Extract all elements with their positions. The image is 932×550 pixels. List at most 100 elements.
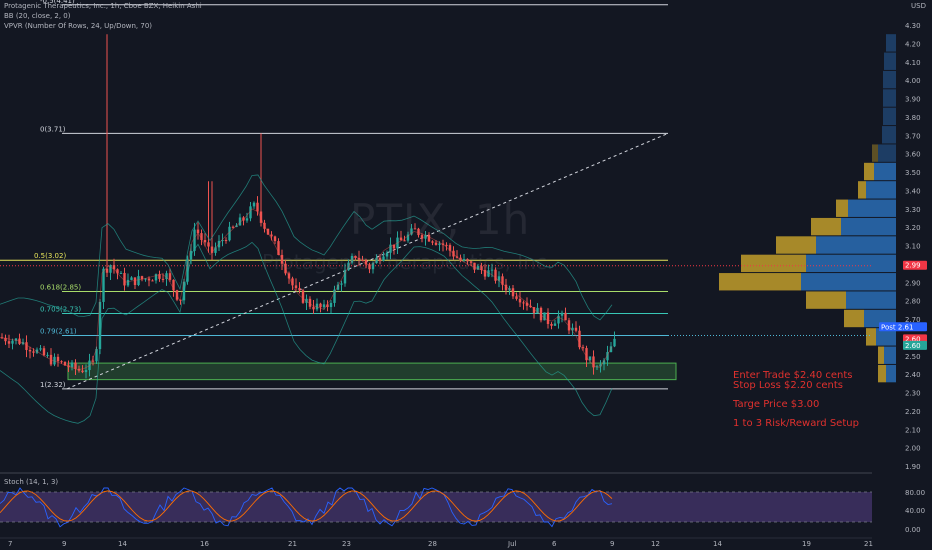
candle-body <box>39 348 42 350</box>
candle-body <box>609 346 613 353</box>
fib-level-label: 1(2.32) <box>40 381 66 389</box>
candle-body <box>504 284 508 291</box>
candle-body <box>298 288 301 291</box>
candle-body <box>277 241 280 255</box>
vpvr-bar-up <box>883 107 896 126</box>
candle-body <box>256 202 259 212</box>
candle-body <box>28 349 32 352</box>
vpvr-bar-up <box>866 181 896 199</box>
currency-label: USD <box>911 2 926 10</box>
time-tick-label: 14 <box>713 540 722 548</box>
candle-body <box>361 259 364 261</box>
candle-body <box>203 239 207 243</box>
candle-body <box>56 356 60 362</box>
candle-body <box>389 244 392 253</box>
chart-title[interactable]: Protagenic Therapeutics, Inc., 1h, Cboe … <box>4 2 202 10</box>
price-tick-label: 3.10 <box>905 243 921 251</box>
candle-body <box>231 226 235 228</box>
vpvr-legend[interactable]: VPVR (Number Of Rows, 24, Up/Down, 70) <box>4 22 153 30</box>
candle-body <box>63 361 67 366</box>
candle-body <box>112 265 116 270</box>
price-tick-label: 2.50 <box>905 353 921 361</box>
stoch-tick-label: 80.00 <box>905 489 925 497</box>
candle-body <box>91 360 95 362</box>
bb-basis <box>0 208 613 371</box>
candle-body <box>266 228 270 235</box>
candle-body <box>550 323 553 326</box>
candle-body <box>399 237 403 241</box>
candle-body <box>599 364 602 367</box>
candle-body <box>14 338 18 341</box>
candle-body <box>119 272 123 274</box>
vpvr-bar-up <box>848 199 896 217</box>
candle-body <box>189 250 193 260</box>
candle-body <box>431 241 434 243</box>
price-tick-label: 3.60 <box>905 151 921 159</box>
candle-body <box>490 269 494 271</box>
candle-body <box>494 269 497 281</box>
bollinger-legend[interactable]: BB (20, close, 2, 0) <box>4 12 71 20</box>
vpvr-bar-down <box>811 217 841 236</box>
price-tag-text: 2.60 <box>905 342 921 350</box>
price-tick-label: 4.00 <box>905 77 921 85</box>
candle-body <box>98 301 102 350</box>
vpvr-bar-up <box>874 162 896 181</box>
candle-body <box>501 276 504 285</box>
vpvr-bar-down <box>741 254 806 273</box>
candle-body <box>476 266 480 270</box>
candle-body <box>137 276 140 286</box>
fib-level-label: 0.79(2.61) <box>40 328 77 336</box>
candle-body <box>497 276 501 281</box>
price-tag-text: Post 2.61 <box>881 323 913 331</box>
candle-body <box>375 257 378 264</box>
time-tick-label: 9 <box>62 540 66 548</box>
candle-body <box>172 279 175 291</box>
price-tag <box>879 322 927 332</box>
price-tick-label: 2.80 <box>905 298 921 306</box>
candle-body <box>196 229 200 234</box>
candle-body <box>333 289 336 303</box>
candle-body <box>578 330 581 348</box>
candle-body <box>154 274 158 281</box>
time-tick-label: 19 <box>802 540 811 548</box>
candle-body <box>473 262 476 270</box>
stoch-legend[interactable]: Stoch (14, 1, 3) <box>4 478 59 486</box>
time-tick-label: 12 <box>651 540 660 548</box>
price-tick-label: 2.20 <box>905 408 921 416</box>
candle-body <box>536 307 539 313</box>
price-tick-label: 2.40 <box>905 371 921 379</box>
stoch-band <box>0 492 872 522</box>
vpvr-bar-up <box>806 254 896 273</box>
candle-body <box>420 235 424 239</box>
candle-body <box>539 307 543 321</box>
candle-body <box>25 342 28 350</box>
price-tick-label: 4.10 <box>905 59 921 67</box>
candle-body <box>448 245 452 251</box>
candle-body <box>322 304 326 308</box>
candle-body <box>210 246 214 253</box>
price-tick-label: 2.10 <box>905 426 921 434</box>
candle-body <box>270 234 273 237</box>
candle-body <box>553 323 557 326</box>
candle-body <box>151 280 154 282</box>
vpvr-bar-up <box>886 34 896 52</box>
candle-body <box>158 274 161 279</box>
candle-body <box>546 312 550 324</box>
price-tick-label: 3.30 <box>905 206 921 214</box>
candle-body <box>308 298 312 307</box>
annotation-enter: Enter Trade $2.40 cents <box>733 370 853 381</box>
candle-body <box>532 307 536 313</box>
candle-body <box>70 362 74 368</box>
candle-body <box>301 290 305 303</box>
vpvr-bar-up <box>878 144 896 162</box>
time-tick-label: 9 <box>610 540 614 548</box>
candle-body <box>529 305 532 308</box>
bb-lower <box>0 241 613 424</box>
candle-body <box>259 211 263 223</box>
candle-body <box>434 242 438 245</box>
candle-body <box>32 351 35 353</box>
candle-body <box>518 298 522 303</box>
price-tick-label: 3.40 <box>905 187 921 195</box>
candle-body <box>252 202 256 207</box>
